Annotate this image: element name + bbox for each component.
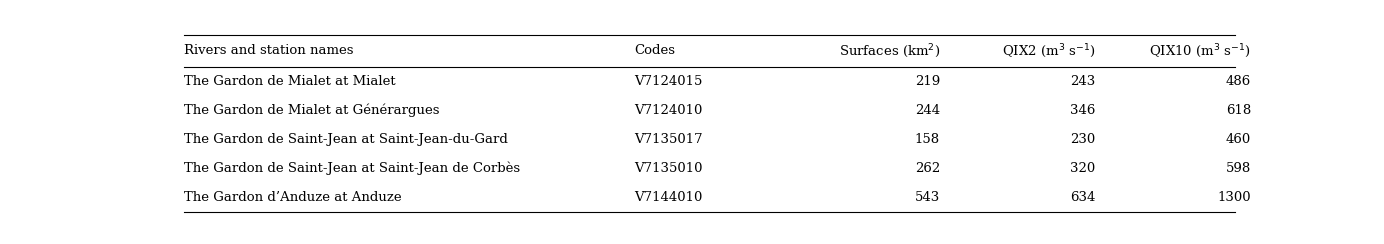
Text: V7144010: V7144010 <box>634 191 703 203</box>
Text: 598: 598 <box>1226 162 1251 175</box>
Text: 486: 486 <box>1226 75 1251 88</box>
Text: 262: 262 <box>915 162 940 175</box>
Text: QIX2 (m$^3$ s$^{-1}$): QIX2 (m$^3$ s$^{-1}$) <box>1002 42 1096 60</box>
Text: 219: 219 <box>915 75 940 88</box>
Text: 320: 320 <box>1070 162 1096 175</box>
Text: 346: 346 <box>1070 104 1096 117</box>
Text: 634: 634 <box>1070 191 1096 203</box>
Text: 543: 543 <box>915 191 940 203</box>
Text: 618: 618 <box>1226 104 1251 117</box>
Text: 460: 460 <box>1226 133 1251 146</box>
Text: V7124010: V7124010 <box>634 104 703 117</box>
Text: 244: 244 <box>915 104 940 117</box>
Text: The Gardon de Saint-Jean at Saint-Jean de Corbès: The Gardon de Saint-Jean at Saint-Jean d… <box>184 161 520 175</box>
Text: V7124015: V7124015 <box>634 75 703 88</box>
Text: Rivers and station names: Rivers and station names <box>184 44 353 57</box>
Text: V7135017: V7135017 <box>634 133 703 146</box>
Text: QIX10 (m$^3$ s$^{-1}$): QIX10 (m$^3$ s$^{-1}$) <box>1149 42 1251 60</box>
Text: 243: 243 <box>1070 75 1096 88</box>
Text: 1300: 1300 <box>1218 191 1251 203</box>
Text: 230: 230 <box>1070 133 1096 146</box>
Text: The Gardon de Saint-Jean at Saint-Jean-du-Gard: The Gardon de Saint-Jean at Saint-Jean-d… <box>184 133 508 146</box>
Text: Surfaces (km$^2$): Surfaces (km$^2$) <box>839 42 940 60</box>
Text: The Gardon de Mialet at Générargues: The Gardon de Mialet at Générargues <box>184 103 439 117</box>
Text: The Gardon d’Anduze at Anduze: The Gardon d’Anduze at Anduze <box>184 191 401 203</box>
Text: The Gardon de Mialet at Mialet: The Gardon de Mialet at Mialet <box>184 75 396 88</box>
Text: 158: 158 <box>915 133 940 146</box>
Text: V7135010: V7135010 <box>634 162 703 175</box>
Text: Codes: Codes <box>634 44 675 57</box>
